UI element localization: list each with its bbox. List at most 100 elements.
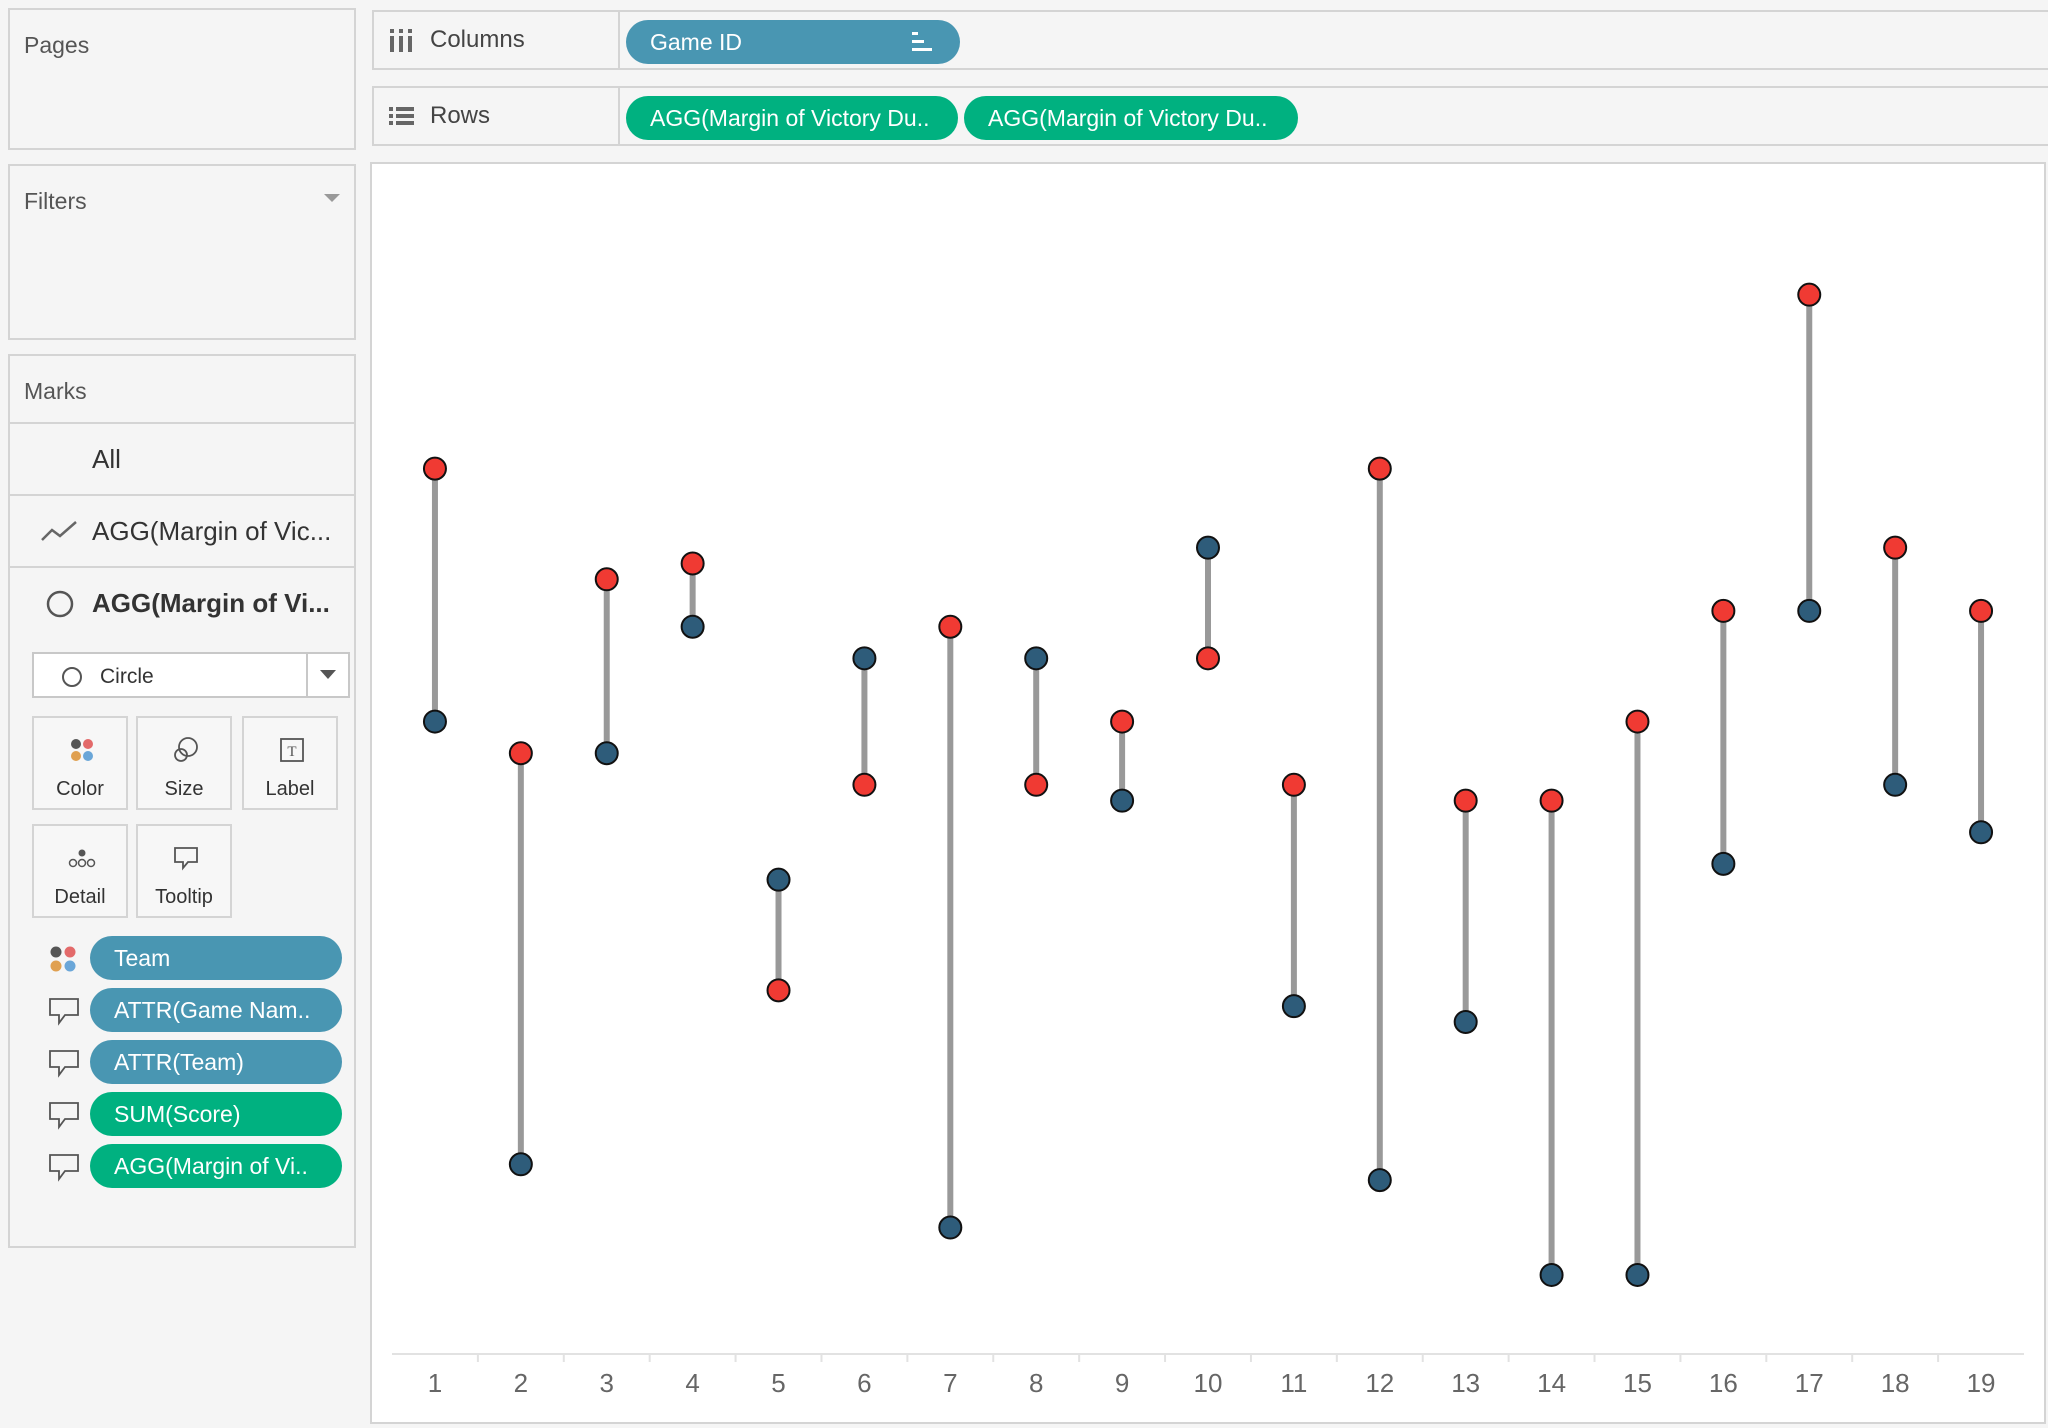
red-point[interactable] (1625, 709, 1650, 734)
marks-title: Marks (24, 378, 87, 404)
red-point[interactable] (594, 567, 619, 592)
red-point[interactable] (1453, 788, 1478, 813)
mark-type-dropdown[interactable]: Circle (32, 652, 350, 698)
blue-point[interactable] (766, 867, 791, 892)
x-tick-label: 9 (1115, 1368, 1129, 1398)
tooltip-icon (49, 1102, 79, 1130)
points-layer (422, 282, 1994, 1287)
filters-card[interactable]: Filters (8, 164, 356, 340)
x-tick-label: 12 (1365, 1368, 1394, 1398)
field-row-game-name[interactable]: ATTR(Game Nam.. (40, 988, 342, 1032)
label-button[interactable]: T Label (242, 716, 338, 810)
column-pill-game-id[interactable]: Game ID (626, 20, 960, 64)
marks-card-all-label: All (92, 444, 121, 474)
detail-button[interactable]: Detail (32, 824, 128, 918)
red-point[interactable] (1196, 646, 1220, 671)
mark-type-label: Circle (100, 665, 154, 688)
filters-title: Filters (24, 188, 87, 214)
field-row-team[interactable]: Team (40, 936, 342, 980)
blue-point[interactable] (1281, 994, 1306, 1019)
blue-point[interactable] (938, 1215, 963, 1240)
pages-card[interactable]: Pages (8, 8, 356, 150)
red-point[interactable] (766, 978, 791, 1003)
size-icon (174, 737, 198, 762)
blue-point[interactable] (1711, 851, 1736, 876)
row-pill-2[interactable]: AGG(Margin of Victory Du.. (964, 96, 1298, 140)
rows-icon (389, 107, 414, 125)
rows-shelf-label: Rows (374, 88, 620, 144)
circle-mark-icon (46, 590, 74, 618)
line-mark-icon (41, 521, 77, 541)
size-button[interactable]: Size (136, 716, 232, 810)
blue-point[interactable] (1024, 646, 1049, 671)
red-point[interactable] (1367, 456, 1392, 481)
blue-point[interactable] (1110, 788, 1135, 813)
chart-view[interactable]: 1 2 3 4 5 6 7 8 9 10 11 12 13 14 15 16 17 18 19 (370, 162, 2046, 1424)
blue-point[interactable] (422, 709, 447, 734)
red-point[interactable] (1024, 772, 1049, 797)
blue-point[interactable] (1196, 535, 1220, 560)
blue-point[interactable] (1883, 772, 1908, 797)
field-pill-team[interactable]: Team (90, 936, 342, 980)
blue-point[interactable] (1969, 820, 1994, 845)
blue-point[interactable] (1453, 1009, 1478, 1034)
tooltip-button[interactable]: Tooltip (136, 824, 232, 918)
svg-text:T: T (287, 744, 296, 760)
x-tick-label: 4 (685, 1368, 699, 1398)
x-axis-ticks: 1 2 3 4 5 6 7 8 9 10 11 12 13 14 15 16 17 18 19 (428, 1354, 1996, 1398)
blue-point[interactable] (594, 741, 619, 766)
field-row-attr-team[interactable]: ATTR(Team) (40, 1040, 342, 1084)
x-tick-label: 15 (1623, 1368, 1652, 1398)
tooltip-button-label: Tooltip (155, 886, 213, 908)
x-tick-label: 2 (514, 1368, 528, 1398)
red-point[interactable] (1539, 788, 1564, 813)
red-point[interactable] (1281, 772, 1306, 797)
blue-point[interactable] (680, 614, 705, 639)
x-tick-label: 17 (1795, 1368, 1824, 1398)
field-pill-score[interactable]: SUM(Score) (90, 1092, 342, 1136)
field-row-score[interactable]: SUM(Score) (40, 1092, 342, 1136)
marks-card-line[interactable]: AGG(Margin of Vic... (10, 494, 354, 566)
circle-icon (62, 667, 82, 687)
filters-menu-icon[interactable] (324, 194, 340, 204)
sort-ascending-icon[interactable] (910, 30, 934, 54)
red-point[interactable] (1883, 535, 1908, 560)
x-tick-label: 11 (1280, 1368, 1307, 1398)
blue-point[interactable] (1539, 1262, 1564, 1287)
columns-shelf[interactable]: Columns Game ID (372, 10, 2048, 70)
dumbbell-chart[interactable]: 1 2 3 4 5 6 7 8 9 10 11 12 13 14 15 16 17 18 19 (372, 164, 2044, 1422)
red-point[interactable] (1969, 598, 1994, 623)
x-tick-label: 16 (1709, 1368, 1738, 1398)
red-point[interactable] (1711, 598, 1736, 623)
blue-point[interactable] (1625, 1262, 1650, 1287)
blue-point[interactable] (1797, 598, 1822, 623)
blue-point[interactable] (852, 646, 877, 671)
field-pill-game-name[interactable]: ATTR(Game Nam.. (90, 988, 342, 1032)
blue-point[interactable] (1367, 1168, 1392, 1193)
x-tick-label: 7 (943, 1368, 957, 1398)
marks-card-line-label: AGG(Margin of Vic... (92, 516, 332, 546)
red-point[interactable] (938, 614, 963, 639)
marks-card-all[interactable]: All (10, 422, 354, 494)
marks-card-circle[interactable]: AGG(Margin of Vi... (10, 566, 354, 638)
x-tick-label: 13 (1451, 1368, 1480, 1398)
color-button[interactable]: Color (32, 716, 128, 810)
columns-shelf-label: Columns (374, 12, 620, 68)
blue-point[interactable] (508, 1152, 533, 1177)
red-point[interactable] (1110, 709, 1135, 734)
red-point[interactable] (680, 551, 705, 576)
label-icon: T (280, 738, 304, 762)
marks-card-circle-label: AGG(Margin of Vi... (92, 588, 330, 618)
red-point[interactable] (508, 741, 533, 766)
rows-shelf[interactable]: Rows AGG(Margin of Victory Du.. AGG(Marg… (372, 86, 2048, 146)
red-point[interactable] (852, 772, 877, 797)
dropdown-toggle[interactable] (306, 654, 348, 696)
tooltip-icon (49, 1050, 79, 1078)
field-row-margin[interactable]: AGG(Margin of Vi.. (40, 1144, 342, 1188)
red-point[interactable] (1797, 282, 1822, 307)
field-pill-attr-team[interactable]: ATTR(Team) (90, 1040, 342, 1084)
row-pill-1[interactable]: AGG(Margin of Victory Du.. (626, 96, 958, 140)
field-pill-margin[interactable]: AGG(Margin of Vi.. (90, 1144, 342, 1188)
connectors-layer (431, 294, 1985, 1275)
red-point[interactable] (422, 456, 447, 481)
